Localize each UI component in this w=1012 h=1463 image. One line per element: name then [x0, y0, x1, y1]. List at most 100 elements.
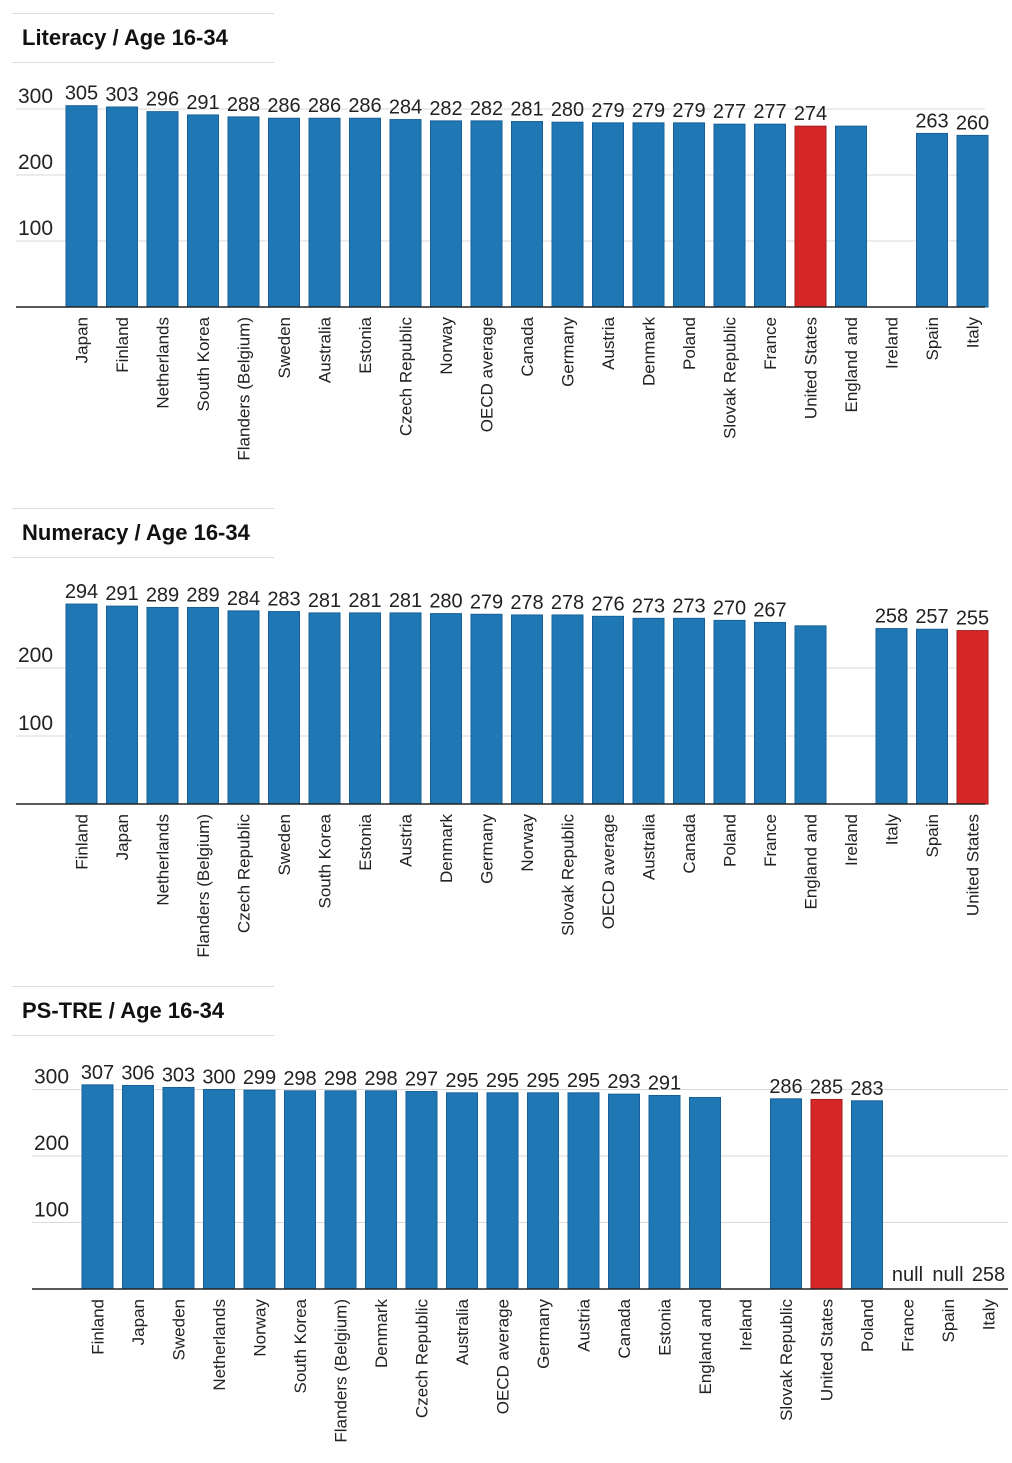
- x-tick-label-denmark: Denmark: [640, 317, 659, 386]
- x-tick-label-italy: Italy: [883, 814, 902, 846]
- x-tick-label-australia: Australia: [453, 1298, 472, 1365]
- bar-flanders-belgium: [187, 606, 219, 805]
- bar-czech-republic: [389, 119, 422, 308]
- bar-finland: [81, 1084, 114, 1290]
- x-tick-label-netherlands: Netherlands: [154, 814, 173, 906]
- bar-germany: [470, 613, 503, 805]
- x-tick-label-czech-republic: Czech Republic: [413, 1299, 432, 1419]
- x-tick-label-poland: Poland: [858, 1299, 877, 1352]
- bar-finland: [65, 603, 98, 805]
- bar-austria: [567, 1092, 600, 1290]
- data-label-spain: null: [932, 1264, 963, 1286]
- x-tick-label-sweden: Sweden: [275, 814, 294, 875]
- data-label-denmark: 298: [364, 1068, 397, 1090]
- bar-oecd-average: [592, 615, 624, 805]
- x-tick-label-austria: Austria: [575, 1298, 594, 1351]
- y-tick-label-200: 200: [18, 644, 53, 667]
- data-label-japan: 306: [121, 1063, 154, 1085]
- x-tick-label-australia: Australia: [640, 813, 659, 880]
- x-tick-label-italy: Italy: [980, 1299, 999, 1331]
- data-label-austria: 279: [591, 100, 624, 122]
- data-label-czech-republic: 297: [405, 1068, 438, 1090]
- bar-poland: [713, 619, 746, 805]
- literacy-chart-title: Literacy / Age 16-34: [22, 25, 228, 50]
- data-label-poland: 283: [850, 1078, 883, 1100]
- data-label-poland: 270: [713, 597, 746, 619]
- x-tick-label-canada: Canada: [680, 813, 699, 873]
- x-tick-label-germany: Germany: [534, 1299, 553, 1369]
- x-tick-label-denmark: Denmark: [437, 814, 456, 883]
- bar-france: [754, 621, 786, 805]
- data-label-italy: 258: [875, 606, 908, 628]
- bar-oecd-average: [470, 120, 503, 308]
- numeracy-title-box: Numeracy / Age 16-34: [12, 508, 274, 558]
- data-label-finland: 303: [105, 84, 138, 106]
- bar-south-korea: [187, 114, 219, 308]
- pstre-chart-title: PS-TRE / Age 16-34: [22, 998, 225, 1023]
- bar-australia: [632, 617, 665, 805]
- bar-oecd-average: [486, 1092, 519, 1290]
- bar-australia: [308, 117, 341, 308]
- x-tick-label-flanders-belgium: Flanders (Belgium): [194, 814, 213, 958]
- x-tick-label-norway: Norway: [251, 1299, 270, 1357]
- bar-estonia: [349, 117, 381, 308]
- x-tick-label-flanders-belgium: Flanders (Belgium): [332, 1299, 351, 1443]
- bar-spain: [916, 132, 948, 308]
- bar-norway: [511, 614, 543, 805]
- data-label-norway: 278: [510, 592, 543, 614]
- y-tick-label-100: 100: [34, 1199, 69, 1222]
- x-tick-label-finland: Finland: [89, 1299, 108, 1355]
- x-tick-label-oecd-average: OECD average: [494, 1299, 513, 1414]
- data-label-sweden: 303: [162, 1065, 195, 1087]
- x-tick-label-estonia: Estonia: [656, 1298, 675, 1355]
- x-tick-label-france: France: [899, 1299, 918, 1352]
- data-label-france: null: [892, 1264, 923, 1286]
- x-tick-label-norway: Norway: [437, 317, 456, 375]
- bar-netherlands: [146, 111, 179, 308]
- data-label-oecd-average: 282: [470, 98, 503, 120]
- data-label-germany: 295: [526, 1070, 559, 1092]
- x-tick-label-denmark: Denmark: [372, 1299, 391, 1368]
- bar-slovak-republic: [770, 1098, 802, 1290]
- data-label-czech-republic: 284: [227, 588, 260, 610]
- y-tick-label-300: 300: [18, 85, 53, 108]
- bar-south-korea: [284, 1090, 316, 1290]
- data-label-norway: 299: [243, 1067, 276, 1089]
- x-tick-label-england-and: England and: [842, 317, 861, 412]
- x-tick-label-united-states: United States: [964, 814, 983, 916]
- bar-norway: [430, 120, 462, 308]
- data-label-poland: 279: [672, 100, 705, 122]
- data-label-flanders-belgium: 288: [227, 94, 260, 116]
- x-tick-label-germany: Germany: [559, 317, 578, 387]
- bar-spain: [916, 628, 948, 805]
- x-tick-label-ireland: Ireland: [842, 814, 861, 866]
- x-tick-label-czech-republic: Czech Republic: [235, 814, 254, 934]
- x-tick-label-slovak-republic: Slovak Republic: [777, 1299, 796, 1421]
- data-label-flanders-belgium: 298: [324, 1068, 357, 1090]
- x-tick-label-estonia: Estonia: [356, 316, 375, 373]
- pstre-title-box: PS-TRE / Age 16-34: [12, 986, 274, 1036]
- data-label-slovak-republic: 278: [551, 592, 584, 614]
- pstre-bar-chart: 100 200 300 307 Finland 306 Japan 303 Sweden 300 N…: [32, 1062, 1008, 1443]
- bar-netherlands: [146, 606, 179, 805]
- x-tick-label-england-and: England and: [802, 814, 821, 909]
- data-label-estonia: 286: [348, 95, 381, 117]
- data-label-south-korea: 281: [308, 590, 341, 612]
- y-tick-label-200: 200: [18, 151, 53, 174]
- bar-austria: [389, 612, 422, 805]
- data-label-flanders-belgium: 289: [186, 584, 219, 606]
- data-label-australia: 295: [445, 1070, 478, 1092]
- data-label-france: 277: [753, 101, 786, 123]
- x-tick-label-oecd-average: OECD average: [478, 317, 497, 432]
- x-tick-label-australia: Australia: [316, 316, 335, 383]
- bar-denmark: [430, 613, 462, 805]
- bar-germany: [551, 121, 584, 308]
- bar-norway: [243, 1089, 276, 1290]
- data-label-canada: 293: [607, 1071, 640, 1093]
- x-tick-label-spain: Spain: [939, 1299, 958, 1342]
- data-label-united-states: 274: [794, 103, 827, 125]
- bar-england-and: [689, 1096, 721, 1290]
- x-tick-label-japan: Japan: [73, 317, 92, 363]
- bar-estonia: [349, 612, 381, 805]
- bar-canada: [608, 1093, 640, 1290]
